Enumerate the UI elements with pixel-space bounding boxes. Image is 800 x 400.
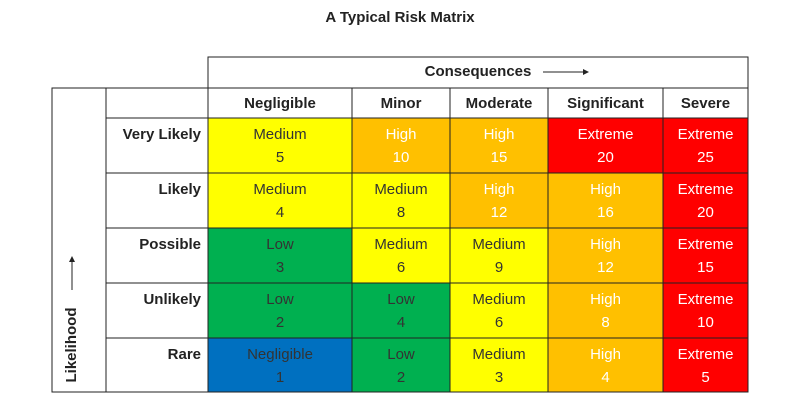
risk-cell <box>207 282 353 339</box>
risk-cell <box>449 172 549 229</box>
risk-level: Low <box>387 346 415 363</box>
risk-cell <box>351 172 451 229</box>
risk-level: Medium <box>472 346 525 363</box>
risk-cell <box>207 337 353 393</box>
column-header: Minor <box>381 95 422 112</box>
row-header: Very Likely <box>123 126 202 143</box>
risk-score: 15 <box>491 149 508 166</box>
risk-score: 2 <box>397 369 405 386</box>
risk-score: 5 <box>276 149 284 166</box>
column-header-cell <box>207 87 353 119</box>
risk-score: 15 <box>697 259 714 276</box>
risk-cell <box>662 337 749 393</box>
risk-score: 6 <box>495 314 503 331</box>
row-header-cell <box>105 172 209 229</box>
risk-score: 8 <box>397 204 405 221</box>
risk-cell <box>449 282 549 339</box>
risk-level: Medium <box>253 126 306 143</box>
risk-level: High <box>484 126 515 143</box>
column-axis-label: Consequences <box>425 63 532 80</box>
risk-score: 4 <box>276 204 284 221</box>
risk-score: 6 <box>397 259 405 276</box>
row-arrow <box>69 256 75 290</box>
risk-level: Medium <box>374 236 427 253</box>
risk-level: High <box>590 291 621 308</box>
risk-cell <box>207 227 353 284</box>
row-header-cell <box>105 227 209 284</box>
risk-level: Low <box>266 291 294 308</box>
risk-cell <box>351 282 451 339</box>
risk-level: Low <box>266 236 294 253</box>
risk-cell <box>207 117 353 174</box>
risk-level: Low <box>387 291 415 308</box>
risk-level: High <box>484 181 515 198</box>
risk-score: 2 <box>276 314 284 331</box>
row-header: Unlikely <box>143 291 201 308</box>
risk-score: 8 <box>601 314 609 331</box>
risk-score: 3 <box>495 369 503 386</box>
risk-score: 4 <box>601 369 609 386</box>
risk-score: 5 <box>701 369 709 386</box>
row-header: Rare <box>168 346 201 363</box>
risk-level: High <box>590 346 621 363</box>
column-arrow <box>543 69 589 75</box>
risk-score: 10 <box>393 149 410 166</box>
risk-level: Extreme <box>678 181 734 198</box>
risk-cell <box>547 282 664 339</box>
risk-cell <box>662 227 749 284</box>
risk-cell <box>547 337 664 393</box>
risk-level: High <box>386 126 417 143</box>
risk-score: 20 <box>597 149 614 166</box>
risk-cell <box>662 172 749 229</box>
risk-score: 12 <box>597 259 614 276</box>
risk-cell <box>351 117 451 174</box>
risk-cell <box>449 337 549 393</box>
column-header: Moderate <box>466 95 533 112</box>
risk-cell <box>662 282 749 339</box>
risk-level: Extreme <box>678 236 734 253</box>
risk-score: 20 <box>697 204 714 221</box>
risk-cell <box>547 172 664 229</box>
risk-level: High <box>590 181 621 198</box>
risk-score: 12 <box>491 204 508 221</box>
title: A Typical Risk Matrix <box>325 9 475 26</box>
row-header: Likely <box>158 181 201 198</box>
risk-score: 3 <box>276 259 284 276</box>
risk-level: Medium <box>472 291 525 308</box>
risk-level: Medium <box>253 181 306 198</box>
row-header-cell <box>105 282 209 339</box>
risk-level: Extreme <box>578 126 634 143</box>
corner-cell <box>105 87 209 119</box>
column-header: Negligible <box>244 95 316 112</box>
risk-cell <box>351 227 451 284</box>
risk-level: Medium <box>472 236 525 253</box>
column-header: Severe <box>681 95 730 112</box>
row-header: Possible <box>139 236 201 253</box>
risk-level: Extreme <box>678 291 734 308</box>
risk-cell <box>662 117 749 174</box>
risk-score: 4 <box>397 314 405 331</box>
column-header: Significant <box>567 95 644 112</box>
risk-cell <box>547 227 664 284</box>
risk-score: 10 <box>697 314 714 331</box>
risk-level: Extreme <box>678 126 734 143</box>
risk-score: 1 <box>276 369 284 386</box>
risk-level: Negligible <box>247 346 313 363</box>
risk-level: Medium <box>374 181 427 198</box>
risk-score: 9 <box>495 259 503 276</box>
risk-score: 25 <box>697 149 714 166</box>
risk-level: High <box>590 236 621 253</box>
risk-cell <box>547 117 664 174</box>
risk-score: 16 <box>597 204 614 221</box>
row-axis-label: Likelihood <box>63 308 80 383</box>
risk-cell <box>449 117 549 174</box>
risk-level: Extreme <box>678 346 734 363</box>
risk-cell <box>351 337 451 393</box>
